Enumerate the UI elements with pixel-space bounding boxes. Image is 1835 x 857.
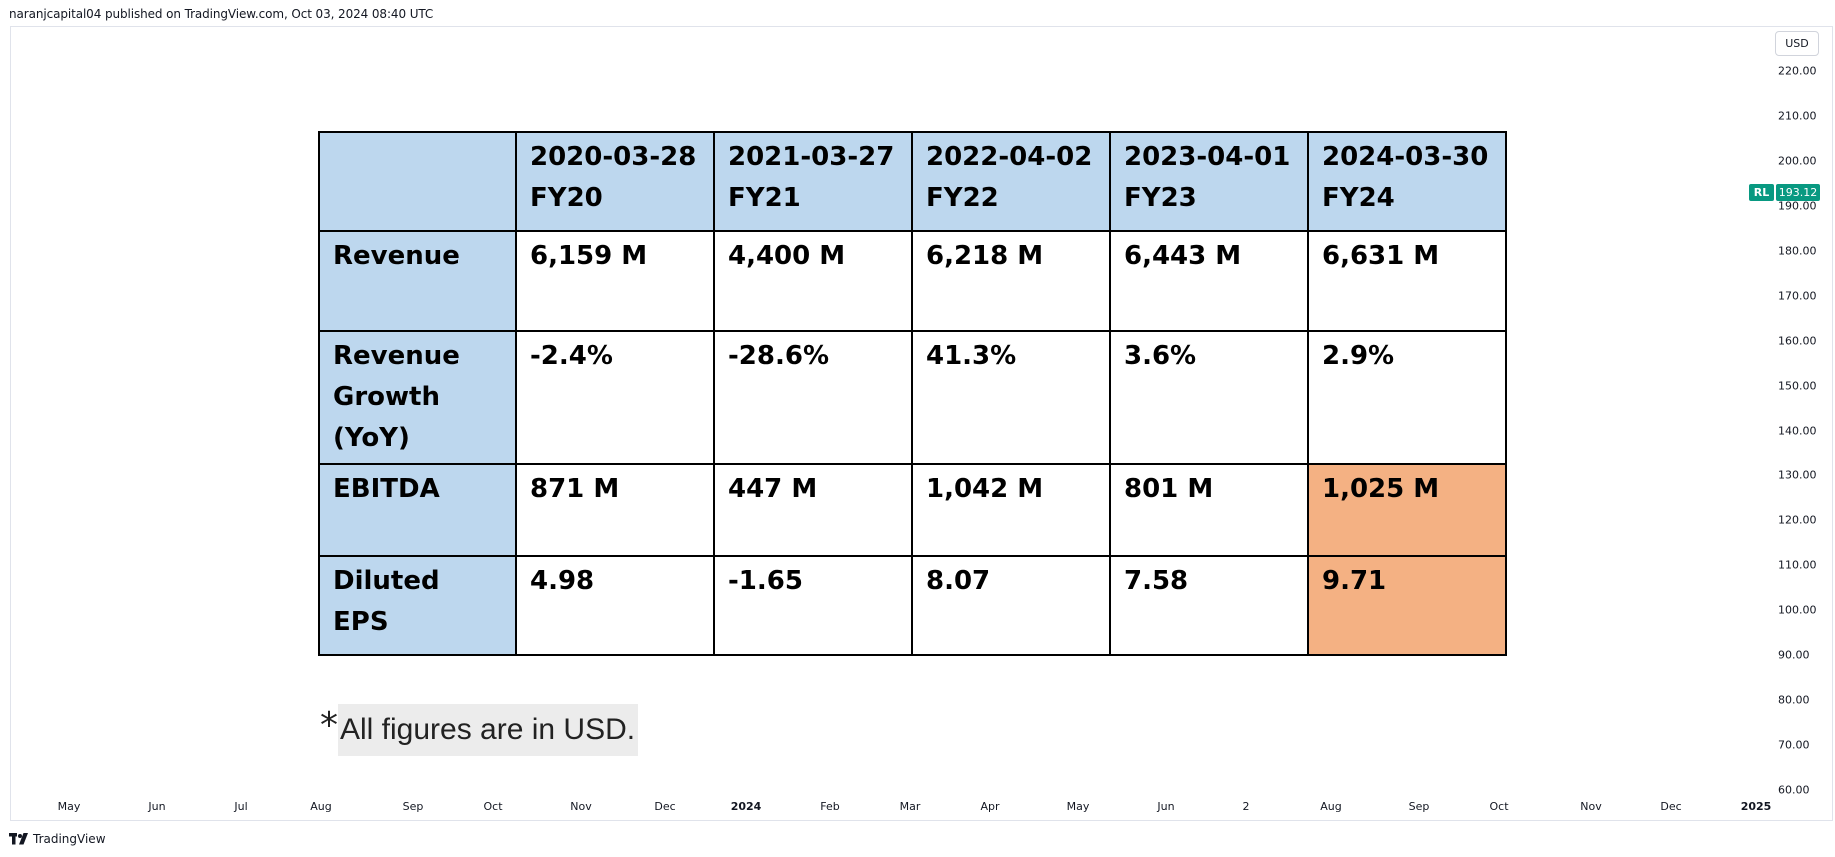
price-label: 140.00 — [1778, 424, 1817, 438]
row-label: Revenue Growth (YoY) — [318, 330, 517, 465]
price-label: 80.00 — [1778, 693, 1810, 707]
time-label: Dec — [1660, 800, 1682, 813]
table-row: EBITDA 871 M 447 M 1,042 M 801 M 1,025 M — [318, 463, 1507, 557]
table-cell: 6,631 M — [1307, 230, 1507, 332]
column-header: 2021-03-27 FY21 — [713, 131, 913, 232]
table-cell-highlight: 1,025 M — [1307, 463, 1507, 557]
price-label: 160.00 — [1778, 334, 1817, 348]
time-label: Jul — [234, 800, 248, 813]
row-label: EBITDA — [318, 463, 517, 557]
time-label: Oct — [1489, 800, 1509, 813]
table-row: Revenue Growth (YoY) -2.4% -28.6% 41.3% … — [318, 330, 1507, 465]
table-cell: 447 M — [713, 463, 913, 557]
table-cell: 8.07 — [911, 555, 1111, 656]
price-label: 100.00 — [1778, 603, 1817, 617]
time-label: Aug — [1320, 800, 1342, 813]
currency-button[interactable]: USD — [1775, 31, 1819, 56]
table-cell: 871 M — [515, 463, 715, 557]
price-label: 190.00 — [1778, 199, 1817, 213]
time-label: May — [57, 800, 81, 813]
footnote-asterisk: * — [320, 705, 338, 746]
table-cell: 3.6% — [1109, 330, 1309, 465]
publish-info: naranjcapital04 published on TradingView… — [9, 7, 434, 21]
symbol-tag[interactable]: RL — [1749, 184, 1774, 201]
price-label: 120.00 — [1778, 513, 1817, 527]
row-label: Diluted EPS — [318, 555, 517, 656]
time-label: Aug — [310, 800, 332, 813]
column-header: 2022-04-02 FY22 — [911, 131, 1111, 232]
tradingview-brand: TradingView — [33, 832, 106, 846]
price-label: 210.00 — [1778, 109, 1817, 123]
time-label: Mar — [899, 800, 921, 813]
table-cell: 801 M — [1109, 463, 1309, 557]
time-label: May — [1066, 800, 1090, 813]
time-label: Jun — [148, 800, 166, 813]
column-header: 2024-03-30 FY24 — [1307, 131, 1507, 232]
price-label: 220.00 — [1778, 64, 1817, 78]
corner-cell — [318, 131, 517, 232]
time-label: 2025 — [1740, 800, 1772, 813]
time-label: 2 — [1242, 800, 1250, 813]
table-cell: 1,042 M — [911, 463, 1111, 557]
time-label: Dec — [654, 800, 676, 813]
time-label: Nov — [570, 800, 592, 813]
price-label: 60.00 — [1778, 783, 1810, 797]
table-row: Diluted EPS 4.98 -1.65 8.07 7.58 9.71 — [318, 555, 1507, 656]
table-cell: -1.65 — [713, 555, 913, 656]
time-label: Feb — [820, 800, 840, 813]
price-label: 180.00 — [1778, 244, 1817, 258]
table-cell: 6,218 M — [911, 230, 1111, 332]
table-cell: -28.6% — [713, 330, 913, 465]
time-label: Oct — [483, 800, 503, 813]
footnote: * All figures are in USD. — [320, 704, 639, 756]
table-cell-highlight: 9.71 — [1307, 555, 1507, 656]
price-label: 150.00 — [1778, 379, 1817, 393]
table-cell: 41.3% — [911, 330, 1111, 465]
price-label: 130.00 — [1778, 468, 1817, 482]
column-header: 2023-04-01 FY23 — [1109, 131, 1309, 232]
column-header: 2020-03-28 FY20 — [515, 131, 715, 232]
time-label: Sep — [402, 800, 424, 813]
tradingview-logo-icon — [9, 833, 28, 845]
table-cell: 2.9% — [1307, 330, 1507, 465]
table-cell: 4,400 M — [713, 230, 913, 332]
footnote-text: All figures are in USD. — [338, 704, 639, 756]
time-label: Nov — [1580, 800, 1602, 813]
chart-pane[interactable] — [10, 26, 1833, 821]
time-label: Sep — [1408, 800, 1430, 813]
last-price-label[interactable]: 193.12 — [1776, 184, 1820, 201]
time-label: Apr — [980, 800, 1000, 813]
table-cell: 4.98 — [515, 555, 715, 656]
time-label: Jun — [1157, 800, 1175, 813]
price-label: 200.00 — [1778, 154, 1817, 168]
tradingview-logo[interactable]: TradingView — [9, 831, 106, 847]
table-cell: 6,159 M — [515, 230, 715, 332]
table-cell: 7.58 — [1109, 555, 1309, 656]
table-cell: -2.4% — [515, 330, 715, 465]
table-cell: 6,443 M — [1109, 230, 1309, 332]
financials-table: 2020-03-28 FY20 2021-03-27 FY21 2022-04-02… — [318, 131, 1507, 656]
price-label: 110.00 — [1778, 558, 1817, 572]
price-label: 70.00 — [1778, 738, 1810, 752]
row-label: Revenue — [318, 230, 517, 332]
table-row: Revenue 6,159 M 4,400 M 6,218 M 6,443 M … — [318, 230, 1507, 332]
price-label: 170.00 — [1778, 289, 1817, 303]
time-label: 2024 — [730, 800, 762, 813]
price-label: 90.00 — [1778, 648, 1810, 662]
